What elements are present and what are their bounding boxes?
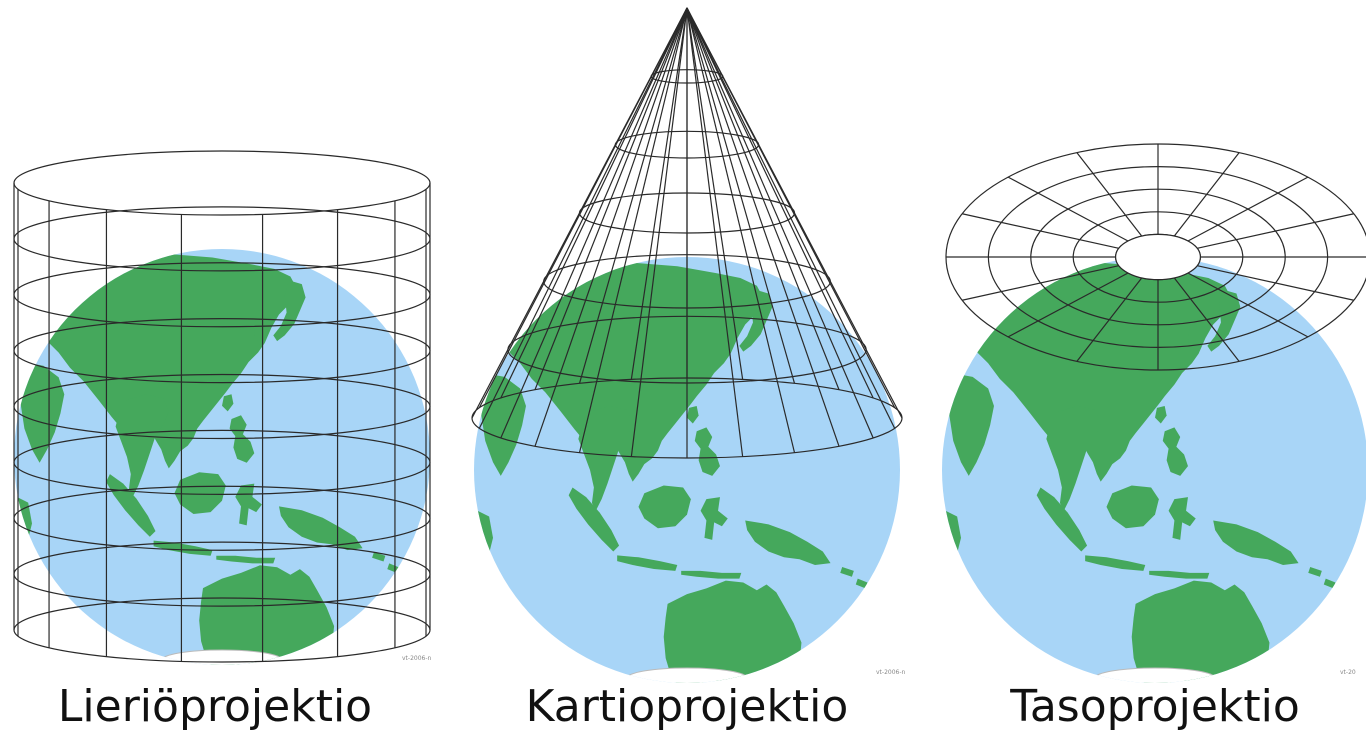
plane-spoke (1187, 272, 1309, 338)
cone-generatrix (686, 7, 744, 457)
plane-spoke (1187, 176, 1309, 242)
cone-generatrix (630, 7, 688, 457)
conic-panel: vt-2006-n (471, 7, 906, 683)
planar-credit: vt-20 (1340, 669, 1356, 676)
conic-caption: Kartioprojektio (525, 681, 849, 732)
cone-generatrix (578, 7, 688, 384)
cone-generatrix (686, 7, 874, 439)
plane-spoke (1007, 176, 1129, 242)
planar-panel: vt-20 (942, 143, 1366, 683)
cone-generatrix (686, 7, 796, 453)
cylindrical-caption: Lieriöprojektio (57, 681, 373, 732)
cone-grid (471, 7, 903, 459)
plane-contact-point (1114, 233, 1201, 281)
cone-generatrix (534, 7, 688, 390)
cone-generatrix (686, 7, 840, 390)
cone-generatrix (478, 7, 688, 429)
plane-spoke (1173, 277, 1240, 362)
plane-spoke (1076, 152, 1143, 237)
cone-generatrix (686, 7, 896, 429)
cone-generatrix (578, 7, 688, 453)
cylinder-grid (13, 150, 431, 663)
cylinder-ring (13, 150, 431, 216)
plane-spoke (1007, 272, 1129, 338)
plane-spoke (1076, 277, 1143, 362)
cylindrical-credit: vt-2006-n (402, 655, 432, 662)
plane-spoke (1197, 265, 1354, 301)
cone-generatrix (630, 7, 688, 380)
cone-generatrix (686, 7, 796, 384)
cone-generatrix (686, 7, 840, 447)
cone-generatrix (534, 7, 688, 447)
cone-generatrix (686, 7, 874, 399)
cone-generatrix (686, 7, 744, 380)
cone-generatrix (686, 7, 896, 408)
cylindrical-panel: vt-2006-n (13, 150, 432, 665)
conic-credit: vt-2006-n (876, 669, 906, 676)
cone-generatrix (500, 7, 688, 439)
plane-spoke (962, 213, 1119, 249)
plane-spoke (1173, 152, 1240, 237)
plane-spoke (1197, 213, 1354, 249)
cone-generatrix (500, 7, 688, 399)
cone-generatrix (478, 7, 688, 408)
plane-grid (945, 143, 1366, 371)
plane-spoke (962, 265, 1119, 301)
cylindrical-antarctica-ice (161, 649, 283, 665)
planar-caption: Tasoprojektio (1010, 681, 1300, 732)
